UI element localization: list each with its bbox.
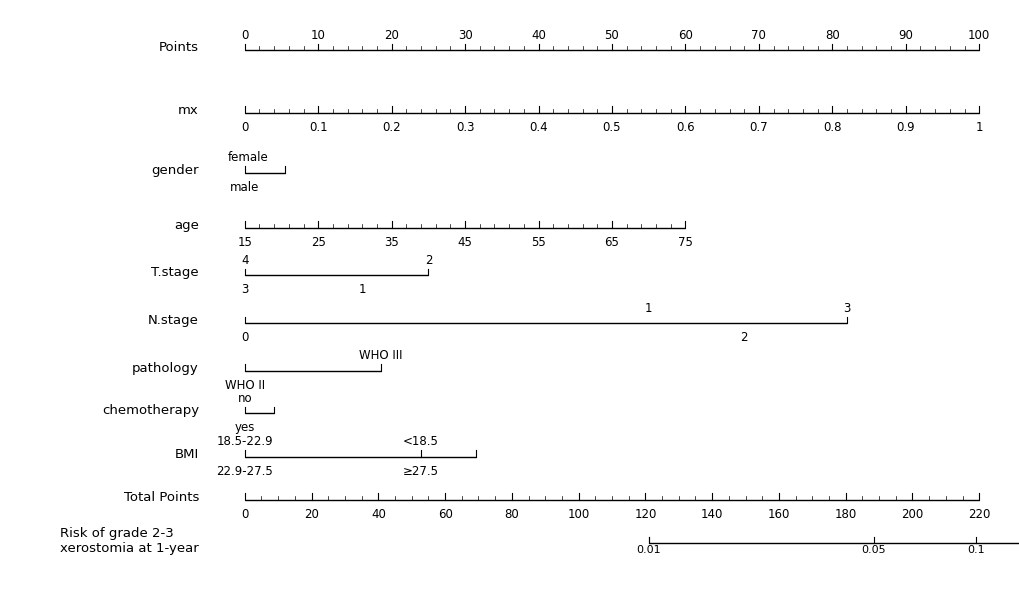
Text: 50: 50 <box>604 29 619 41</box>
Text: 100: 100 <box>967 29 989 41</box>
Text: 75: 75 <box>678 236 692 249</box>
Text: BMI: BMI <box>174 448 199 461</box>
Text: 20: 20 <box>384 29 398 41</box>
Text: 0: 0 <box>240 121 249 133</box>
Text: 0.5: 0.5 <box>602 121 621 133</box>
Text: WHO III: WHO III <box>359 349 403 362</box>
Text: 220: 220 <box>967 508 989 521</box>
Text: 65: 65 <box>604 236 619 249</box>
Text: 3: 3 <box>843 302 850 314</box>
Text: 1: 1 <box>644 302 652 314</box>
Text: no: no <box>237 392 252 404</box>
Text: 40: 40 <box>371 508 385 521</box>
Text: Total Points: Total Points <box>123 491 199 504</box>
Text: 80: 80 <box>824 29 839 41</box>
Text: 20: 20 <box>304 508 319 521</box>
Text: 140: 140 <box>700 508 722 521</box>
Text: 40: 40 <box>531 29 545 41</box>
Text: 45: 45 <box>458 236 472 249</box>
Text: 0.6: 0.6 <box>676 121 694 133</box>
Text: 0.05: 0.05 <box>861 546 886 555</box>
Text: 30: 30 <box>458 29 472 41</box>
Text: T.stage: T.stage <box>151 266 199 279</box>
Text: 0.01: 0.01 <box>636 546 660 555</box>
Text: <18.5: <18.5 <box>403 435 438 448</box>
Text: 60: 60 <box>678 29 692 41</box>
Text: ≥27.5: ≥27.5 <box>403 465 438 478</box>
Text: 180: 180 <box>834 508 856 521</box>
Text: 0.8: 0.8 <box>822 121 841 133</box>
Text: male: male <box>230 181 259 194</box>
Text: female: female <box>228 151 269 164</box>
Text: 25: 25 <box>311 236 325 249</box>
Text: 18.5-22.9: 18.5-22.9 <box>216 435 273 448</box>
Text: 70: 70 <box>751 29 765 41</box>
Text: 0.1: 0.1 <box>309 121 327 133</box>
Text: chemotherapy: chemotherapy <box>102 404 199 417</box>
Text: yes: yes <box>234 421 255 434</box>
Text: pathology: pathology <box>132 362 199 374</box>
Text: 0: 0 <box>240 508 249 521</box>
Text: 90: 90 <box>898 29 912 41</box>
Text: Points: Points <box>159 41 199 54</box>
Text: 22.9-27.5: 22.9-27.5 <box>216 465 273 478</box>
Text: 3: 3 <box>240 284 249 296</box>
Text: 0.7: 0.7 <box>749 121 767 133</box>
Text: N.stage: N.stage <box>148 314 199 327</box>
Text: mx: mx <box>178 104 199 117</box>
Text: Risk of grade 2-3
xerostomia at 1-year: Risk of grade 2-3 xerostomia at 1-year <box>60 527 199 555</box>
Text: 160: 160 <box>767 508 790 521</box>
Text: 0.2: 0.2 <box>382 121 400 133</box>
Text: 35: 35 <box>384 236 398 249</box>
Text: 200: 200 <box>901 508 922 521</box>
Text: gender: gender <box>151 164 199 177</box>
Text: 0: 0 <box>240 29 249 41</box>
Text: 0: 0 <box>240 331 249 344</box>
Text: 2: 2 <box>740 331 747 344</box>
Text: 0.3: 0.3 <box>455 121 474 133</box>
Text: WHO II: WHO II <box>224 379 265 392</box>
Text: 60: 60 <box>437 508 452 521</box>
Text: 120: 120 <box>634 508 656 521</box>
Text: 0.9: 0.9 <box>896 121 914 133</box>
Text: 80: 80 <box>504 508 519 521</box>
Text: age: age <box>174 219 199 232</box>
Text: 55: 55 <box>531 236 545 249</box>
Text: 10: 10 <box>311 29 325 41</box>
Text: 1: 1 <box>974 121 982 133</box>
Text: 0.4: 0.4 <box>529 121 547 133</box>
Text: 2: 2 <box>424 254 432 267</box>
Text: 15: 15 <box>237 236 252 249</box>
Text: 0.1: 0.1 <box>966 546 983 555</box>
Text: 100: 100 <box>567 508 589 521</box>
Text: 4: 4 <box>240 254 249 267</box>
Text: 1: 1 <box>359 284 366 296</box>
